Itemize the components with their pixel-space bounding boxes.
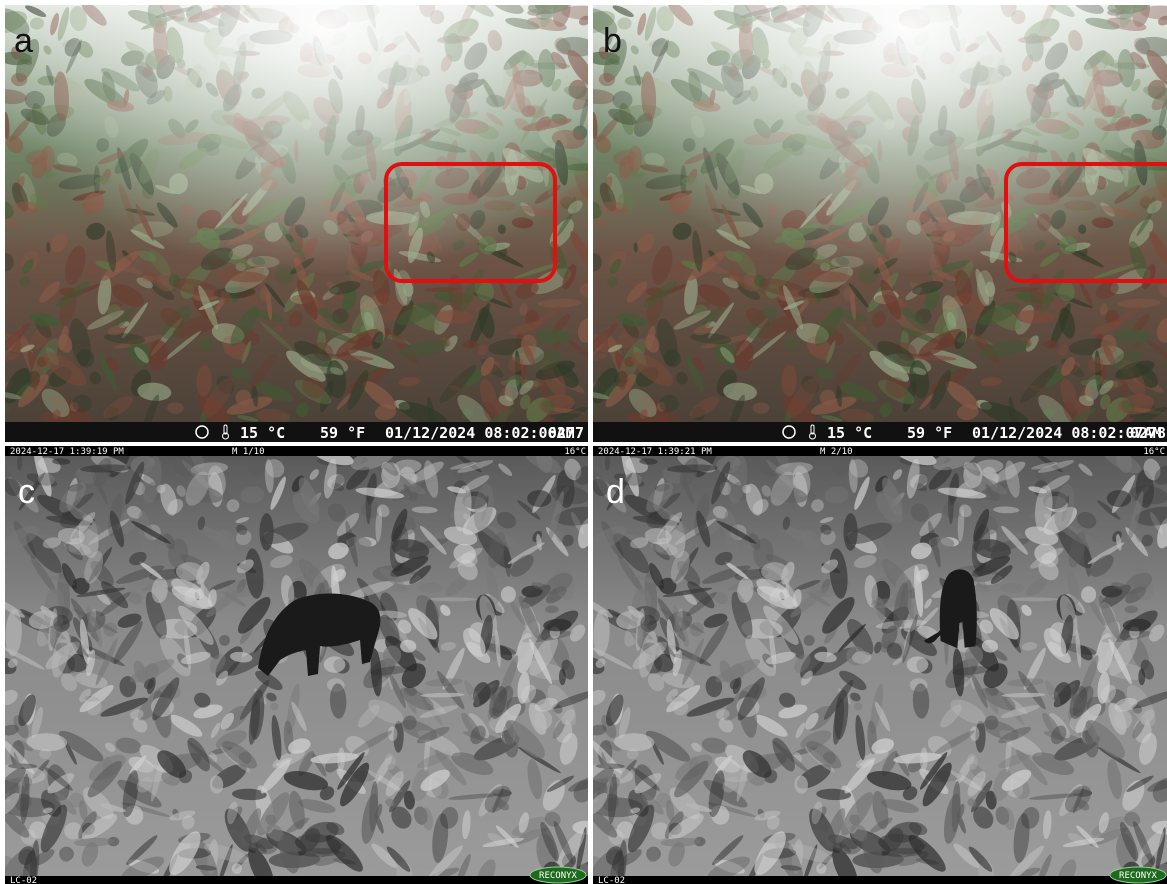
brand: RECONYX	[539, 871, 578, 881]
brand: RECONYX	[1119, 871, 1158, 881]
datetime: 2024-12-17 1:39:19 PM	[10, 447, 124, 457]
panel-label: d	[606, 473, 625, 511]
mode: M 2/10	[820, 447, 853, 457]
temp: 16°C	[564, 447, 586, 457]
footer-bar	[5, 876, 588, 884]
frame: 0278	[1130, 424, 1166, 442]
page: 15 °C 59 °F 01/12/2024 08:02:06AM 0277 a…	[0, 0, 1167, 884]
panel-label: a	[14, 22, 33, 60]
foliage	[419, 583, 444, 593]
foliage	[761, 562, 788, 581]
footer-bar	[593, 876, 1167, 884]
panel-label: b	[603, 22, 622, 60]
temp: 16°C	[1143, 447, 1165, 457]
photo-c: 2024-12-17 1:39:19 PM M 1/10 16°C LC-02 …	[0, 432, 609, 884]
foliage	[1000, 583, 1025, 593]
photo-d: 2024-12-17 1:39:21 PM M 2/10 16°C LC-02 …	[573, 432, 1167, 884]
panel-label: c	[18, 473, 35, 511]
camera: LC-02	[10, 876, 37, 884]
temp-c: 15 °C	[240, 424, 285, 442]
camera: LC-02	[598, 876, 625, 884]
temp-f: 59 °F	[320, 424, 365, 442]
photo-b: 15 °C 59 °F 01/12/2024 08:02:07AM 0278 b	[575, 0, 1167, 448]
mode: M 1/10	[232, 447, 265, 457]
temp-f: 59 °F	[907, 424, 952, 442]
datetime: 01/12/2024 08:02:06AM	[385, 424, 575, 442]
frame: 0277	[548, 424, 584, 442]
foliage	[176, 562, 203, 581]
temp-c: 15 °C	[827, 424, 872, 442]
datetime: 2024-12-17 1:39:21 PM	[598, 447, 712, 457]
figure: 15 °C 59 °F 01/12/2024 08:02:06AM 0277 a…	[0, 0, 1167, 884]
photo-a: 15 °C 59 °F 01/12/2024 08:02:06AM 0277 a	[0, 0, 607, 448]
